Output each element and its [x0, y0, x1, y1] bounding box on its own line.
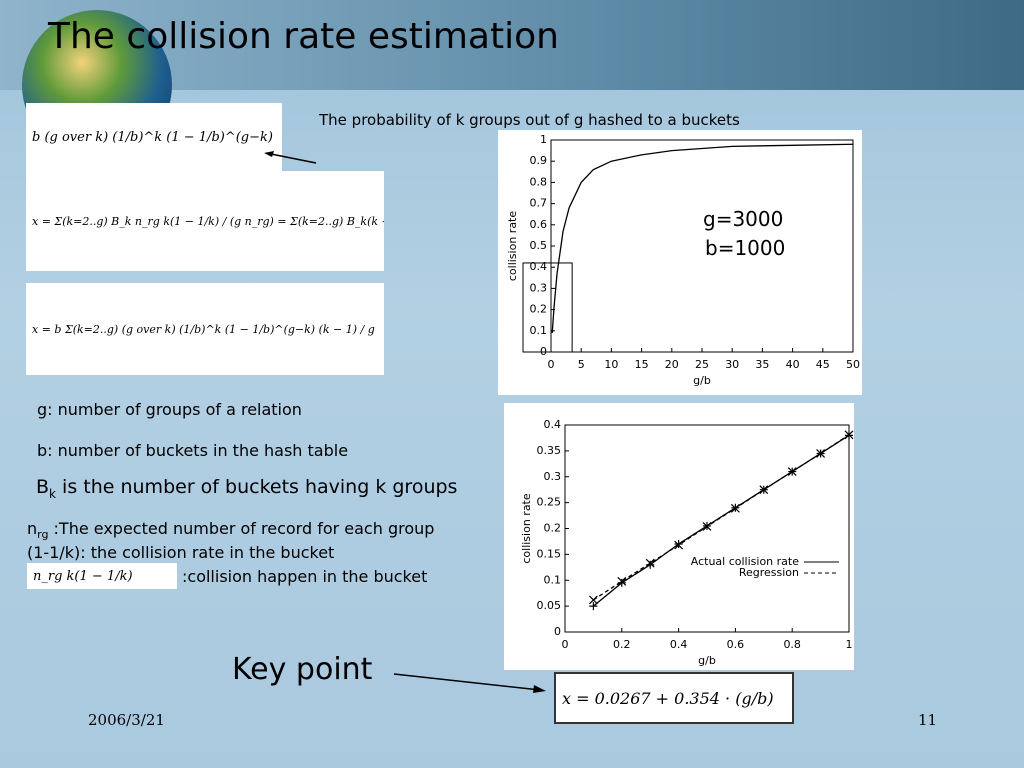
y-tick-label: 0.15 [537, 547, 562, 560]
param: g=3000 [703, 207, 784, 231]
data-line [592, 434, 850, 607]
date: 2006/3/21 [88, 711, 165, 729]
formula: n_rg k(1 − 1/k) [27, 563, 177, 589]
y-tick-label: 0.35 [537, 444, 562, 457]
y-tick-label: 0.5 [530, 239, 548, 252]
chart: 0 0.05 0.1 0.15 0.2 0.25 0.3 0.35 0.4 0 0.2 0.4 0.6 0… [504, 403, 854, 670]
data-point [674, 540, 683, 549]
note: Bk is the number of buckets having k gro… [36, 476, 457, 501]
x-tick-label: 30 [725, 358, 739, 371]
symbol: B [36, 476, 50, 498]
x-tick-label: 0 [548, 358, 555, 371]
y-axis-label: collision rate [506, 211, 519, 282]
x-tick-label: 50 [846, 358, 860, 371]
data-point [730, 503, 740, 513]
key-point: Key point [232, 652, 373, 687]
data-point [844, 430, 854, 440]
subscript: k [49, 486, 56, 501]
data-point [589, 602, 598, 611]
slide-title: The collision rate estimation [48, 16, 559, 57]
x-axis-label: g/b [693, 374, 711, 387]
x-tick-label: 1 [846, 638, 853, 651]
y-tick-label: 0.6 [530, 218, 548, 231]
y-tick-label: 0 [554, 625, 561, 638]
data-point [645, 558, 655, 568]
data-point [816, 449, 826, 458]
x-axis-label: g/b [698, 654, 716, 667]
y-tick-label: 0.25 [537, 496, 562, 509]
chart: 00.10.20.30.40.50.60.70.80.910 5 10 15 20 25 3… [498, 130, 862, 395]
x-tick-label: 10 [604, 358, 618, 371]
y-tick-label: 0.3 [544, 470, 562, 483]
note: :collision happen in the bucket [182, 567, 428, 586]
data-point [674, 540, 684, 550]
y-tick-label: 0.4 [544, 418, 562, 431]
formula: x = 0.0267 + 0.354 · (g/b) [554, 672, 794, 724]
x-tick-label: 0.6 [727, 638, 745, 651]
x-tick-label: 0.8 [783, 638, 801, 651]
x-tick-label: 45 [816, 358, 830, 371]
y-tick-label: 0.05 [537, 599, 562, 612]
data-line [551, 143, 854, 333]
note: b: number of buckets in the hash table [37, 441, 349, 460]
y-tick-label: 0 [540, 345, 547, 358]
x-tick-label: 40 [786, 358, 800, 371]
data-point [759, 485, 769, 495]
x-tick-label: 15 [635, 358, 649, 371]
param: b=1000 [705, 236, 786, 260]
x-tick-label: 0.4 [670, 638, 688, 651]
text: :The expected number of record for each … [48, 519, 435, 538]
data-point [787, 467, 797, 476]
formula: x = Σ(k=2..g) B_k n_rg k(1 − 1/k) / (g n… [26, 171, 384, 271]
data-line [593, 434, 850, 601]
y-tick-label: 1 [540, 133, 547, 146]
x-tick-label: 25 [695, 358, 709, 371]
arrow [393, 673, 546, 693]
highlight-box [522, 262, 573, 353]
y-tick-label: 0.4 [530, 260, 548, 273]
y-tick-label: 0.2 [530, 303, 548, 316]
data-point [702, 522, 712, 531]
note: (1-1/k): the collision rate in the bucke… [27, 543, 335, 562]
data-point [617, 576, 627, 586]
x-tick-label: 35 [755, 358, 769, 371]
legend-label: Regression [739, 566, 799, 579]
plot-frame [550, 139, 854, 353]
formula: b (g over k) (1/b)^k (1 − 1/b)^(g−k) [26, 103, 282, 171]
x-tick-label: 20 [665, 358, 679, 371]
caption: The probability of k groups out of g has… [319, 111, 740, 129]
y-tick-label: 0.9 [530, 154, 548, 167]
x-tick-label: 0.2 [613, 638, 631, 651]
page-number: 11 [918, 711, 938, 729]
y-tick-label: 0.1 [530, 324, 548, 337]
x-tick-label: 0 [562, 638, 569, 651]
formula: x = b Σ(k=2..g) (g over k) (1/b)^k (1 − … [26, 283, 384, 375]
y-axis-label: collision rate [520, 493, 533, 564]
note: nrg :The expected number of record for e… [27, 519, 434, 541]
y-tick-label: 0.7 [530, 197, 548, 210]
note: g: number of groups of a relation [37, 400, 302, 419]
y-tick-label: 0.3 [530, 281, 548, 294]
y-tick-label: 0.2 [544, 522, 562, 535]
x-tick-label: 5 [578, 358, 585, 371]
arrow [264, 151, 317, 164]
text: is the number of buckets having k groups [56, 476, 458, 498]
subscript: rg [37, 528, 49, 542]
legend-label: Actual collision rate [691, 555, 799, 568]
y-tick-label: 0.8 [530, 175, 548, 188]
symbol: n [27, 519, 38, 538]
data-point [588, 595, 598, 605]
y-tick-label: 0.1 [544, 573, 562, 586]
